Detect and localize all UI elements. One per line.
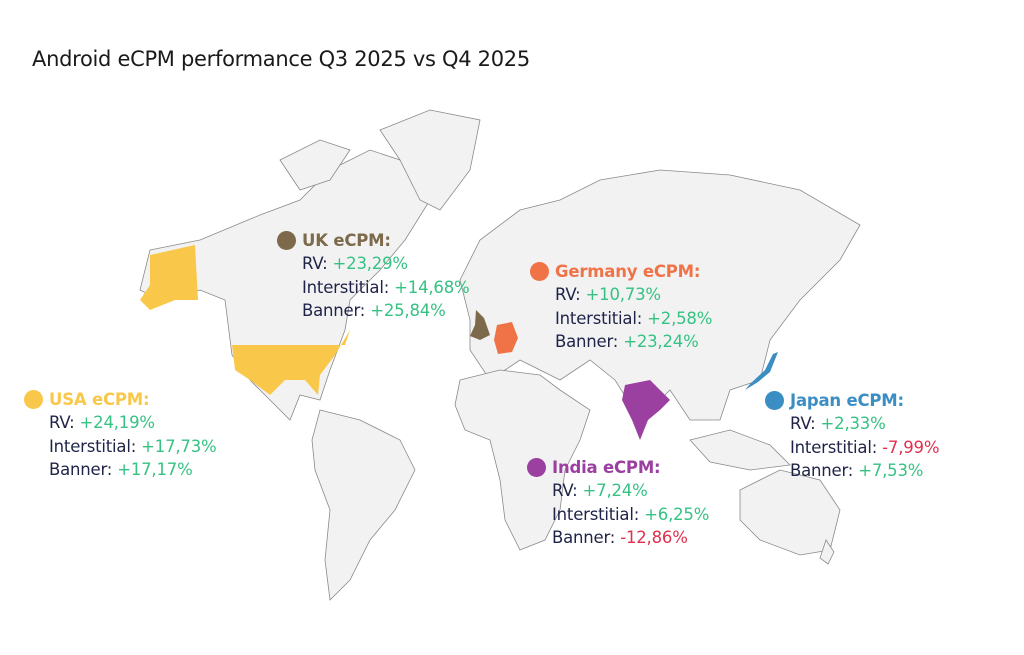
- usa-title: USA eCPM:: [49, 390, 150, 409]
- land-africa: [454, 369, 591, 551]
- uk-label: UK eCPM: RV: +23,29% Interstitial: +14,6…: [277, 229, 470, 322]
- land-arctic-islands: [279, 139, 351, 191]
- japan-rv-value: +2,33%: [820, 414, 886, 434]
- row-label: Banner:: [790, 460, 854, 480]
- uk-banner-value: +25,84%: [370, 300, 446, 320]
- usa-rv-value: +24,19%: [79, 413, 156, 433]
- country-india: [622, 380, 670, 440]
- row-label: Banner:: [552, 527, 616, 547]
- row-label: Banner:: [555, 331, 619, 351]
- country-alaska: [140, 245, 198, 310]
- germany-marker-icon: [530, 262, 549, 282]
- land-south-america: [311, 409, 416, 601]
- row-label: Interstitial:: [302, 277, 390, 297]
- usa-label: USA eCPM: RV: +24,19% Interstitial: +17,…: [24, 388, 217, 481]
- india-label: India eCPM: RV: +7,24% Interstitial: +6,…: [527, 456, 710, 549]
- germany-interstitial-value: +2,58%: [647, 308, 713, 328]
- japan-interstitial-value: -7,99%: [882, 437, 940, 457]
- row-label: Banner:: [49, 459, 113, 479]
- country-usa: [232, 330, 350, 395]
- uk-interstitial-value: +14,68%: [394, 277, 470, 297]
- land-se-asia: [689, 429, 791, 471]
- row-label: RV:: [49, 413, 75, 433]
- row-label: RV:: [552, 481, 578, 501]
- india-rv-value: +7,24%: [582, 481, 648, 501]
- row-label: Interstitial:: [552, 504, 640, 524]
- india-title: India eCPM:: [552, 458, 661, 477]
- row-label: Banner:: [302, 300, 366, 320]
- uk-rv-value: +23,29%: [332, 254, 409, 274]
- uk-title: UK eCPM:: [302, 231, 391, 250]
- india-marker-icon: [527, 458, 546, 478]
- row-label: Interstitial:: [790, 437, 878, 457]
- row-label: Interstitial:: [49, 436, 137, 456]
- india-banner-value: -12,86%: [620, 527, 688, 547]
- row-label: RV:: [555, 285, 581, 305]
- land-greenland: [379, 109, 481, 211]
- country-japan: [745, 352, 778, 390]
- row-label: RV:: [302, 254, 328, 274]
- germany-label: Germany eCPM: RV: +10,73% Interstitial: …: [530, 260, 713, 353]
- japan-label: Japan eCPM: RV: +2,33% Interstitial: -7,…: [765, 389, 940, 482]
- country-uk: [470, 310, 490, 340]
- chart-title: Android eCPM performance Q3 2025 vs Q4 2…: [32, 47, 530, 71]
- germany-rv-value: +10,73%: [585, 285, 662, 305]
- germany-banner-value: +23,24%: [623, 331, 699, 351]
- row-label: RV:: [790, 414, 816, 434]
- usa-marker-icon: [24, 390, 43, 410]
- land-new-zealand: [819, 539, 835, 565]
- japan-marker-icon: [765, 391, 784, 411]
- india-interstitial-value: +6,25%: [644, 504, 710, 524]
- uk-marker-icon: [277, 231, 296, 251]
- germany-title: Germany eCPM:: [555, 262, 701, 281]
- country-germany: [494, 322, 518, 354]
- japan-banner-value: +7,53%: [858, 460, 924, 480]
- usa-interstitial-value: +17,73%: [141, 436, 217, 456]
- land-eurasia: [459, 169, 861, 421]
- row-label: Interstitial:: [555, 308, 643, 328]
- japan-title: Japan eCPM:: [790, 391, 904, 410]
- usa-banner-value: +17,17%: [117, 459, 193, 479]
